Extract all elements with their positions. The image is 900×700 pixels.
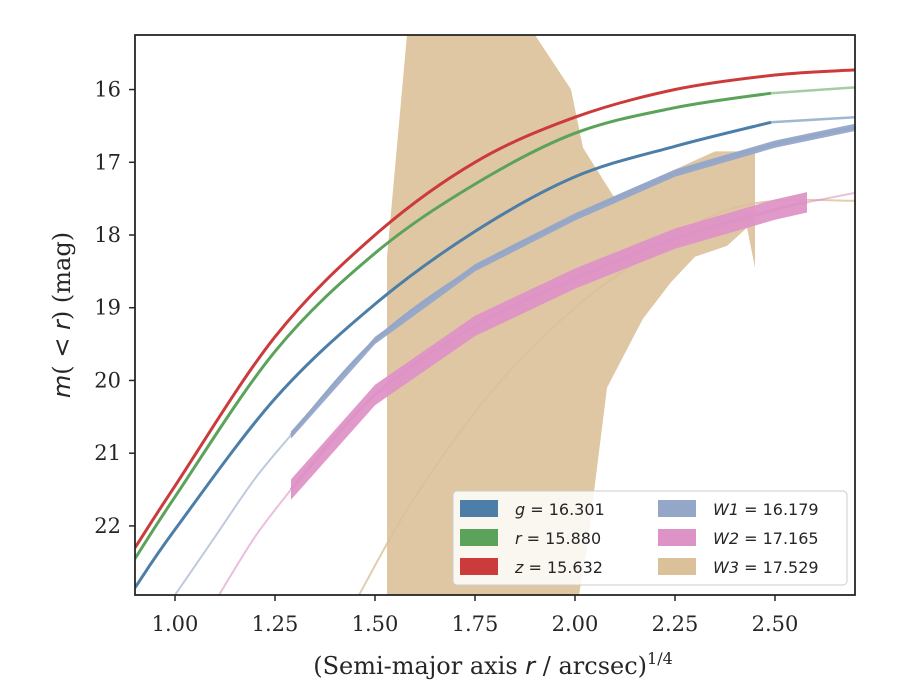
series-lines-group [135, 68, 855, 595]
r-line [135, 91, 772, 560]
legend-label-g: g = 16.301 [515, 500, 605, 519]
legend-swatch-W2 [658, 529, 696, 546]
legend-swatch-W1 [658, 500, 696, 517]
svg-text:m( < r) (mag): m( < r) (mag) [48, 232, 76, 398]
x-tick-label: 1.75 [452, 612, 499, 636]
y-axis: 16 17 18 19 20 21 22 [94, 78, 135, 538]
legend: g = 16.301 r = 15.880 z = 15.632 W1 = 16.17… [452, 490, 848, 586]
y-tick-label: 22 [94, 514, 121, 538]
legend-label-W3: W3 = 17.529 [713, 558, 819, 577]
x-tick-label: 2.50 [752, 612, 799, 636]
W2-line [289, 200, 808, 491]
y-tick-label: 19 [94, 296, 121, 320]
x-tick-label: 2.00 [552, 612, 599, 636]
legend-swatch-g [460, 500, 498, 517]
x-tick-label: 1.50 [352, 612, 399, 636]
y-tick-label: 21 [94, 441, 121, 465]
y-tick-label: 16 [94, 78, 121, 102]
W1-model-line [174, 434, 292, 595]
legend-label-r: r = 15.880 [515, 529, 601, 548]
W2-band [291, 192, 807, 500]
legend-label-z: z = 15.632 [514, 558, 603, 577]
legend-swatch-W3 [658, 558, 696, 575]
x-tick-label: 2.25 [652, 612, 699, 636]
W1-line [289, 125, 855, 436]
r-model-line [770, 86, 855, 95]
g-model-line [770, 115, 855, 124]
x-axis-label: (Semi-major axis r / arcsec)1/4 [313, 649, 673, 680]
g-line [135, 120, 772, 589]
legend-label-W2: W2 = 17.165 [713, 529, 819, 548]
y-axis-label: m( < r) (mag) [48, 232, 76, 398]
legend-swatch-r [460, 529, 498, 546]
z-line [135, 68, 855, 549]
y-tick-label: 18 [94, 223, 121, 247]
W3-model-line [358, 198, 855, 595]
W2-model-tail [806, 191, 855, 204]
svg-text:(Semi-major axis r / arcsec)1/: (Semi-major axis r / arcsec)1/4 [313, 649, 673, 680]
x-tick-label: 1.00 [152, 612, 199, 636]
x-tick-label: 1.25 [252, 612, 299, 636]
y-tick-label: 20 [94, 368, 121, 392]
x-axis: 1.00 1.25 1.50 1.75 2.00 2.25 2.50 [152, 595, 799, 636]
legend-box [452, 490, 848, 586]
y-tick-label: 17 [94, 150, 121, 174]
legend-swatch-z [460, 558, 498, 575]
plot-frame [134, 34, 856, 596]
legend-label-W1: W1 = 16.179 [713, 500, 819, 519]
W2-model-line [218, 488, 292, 595]
